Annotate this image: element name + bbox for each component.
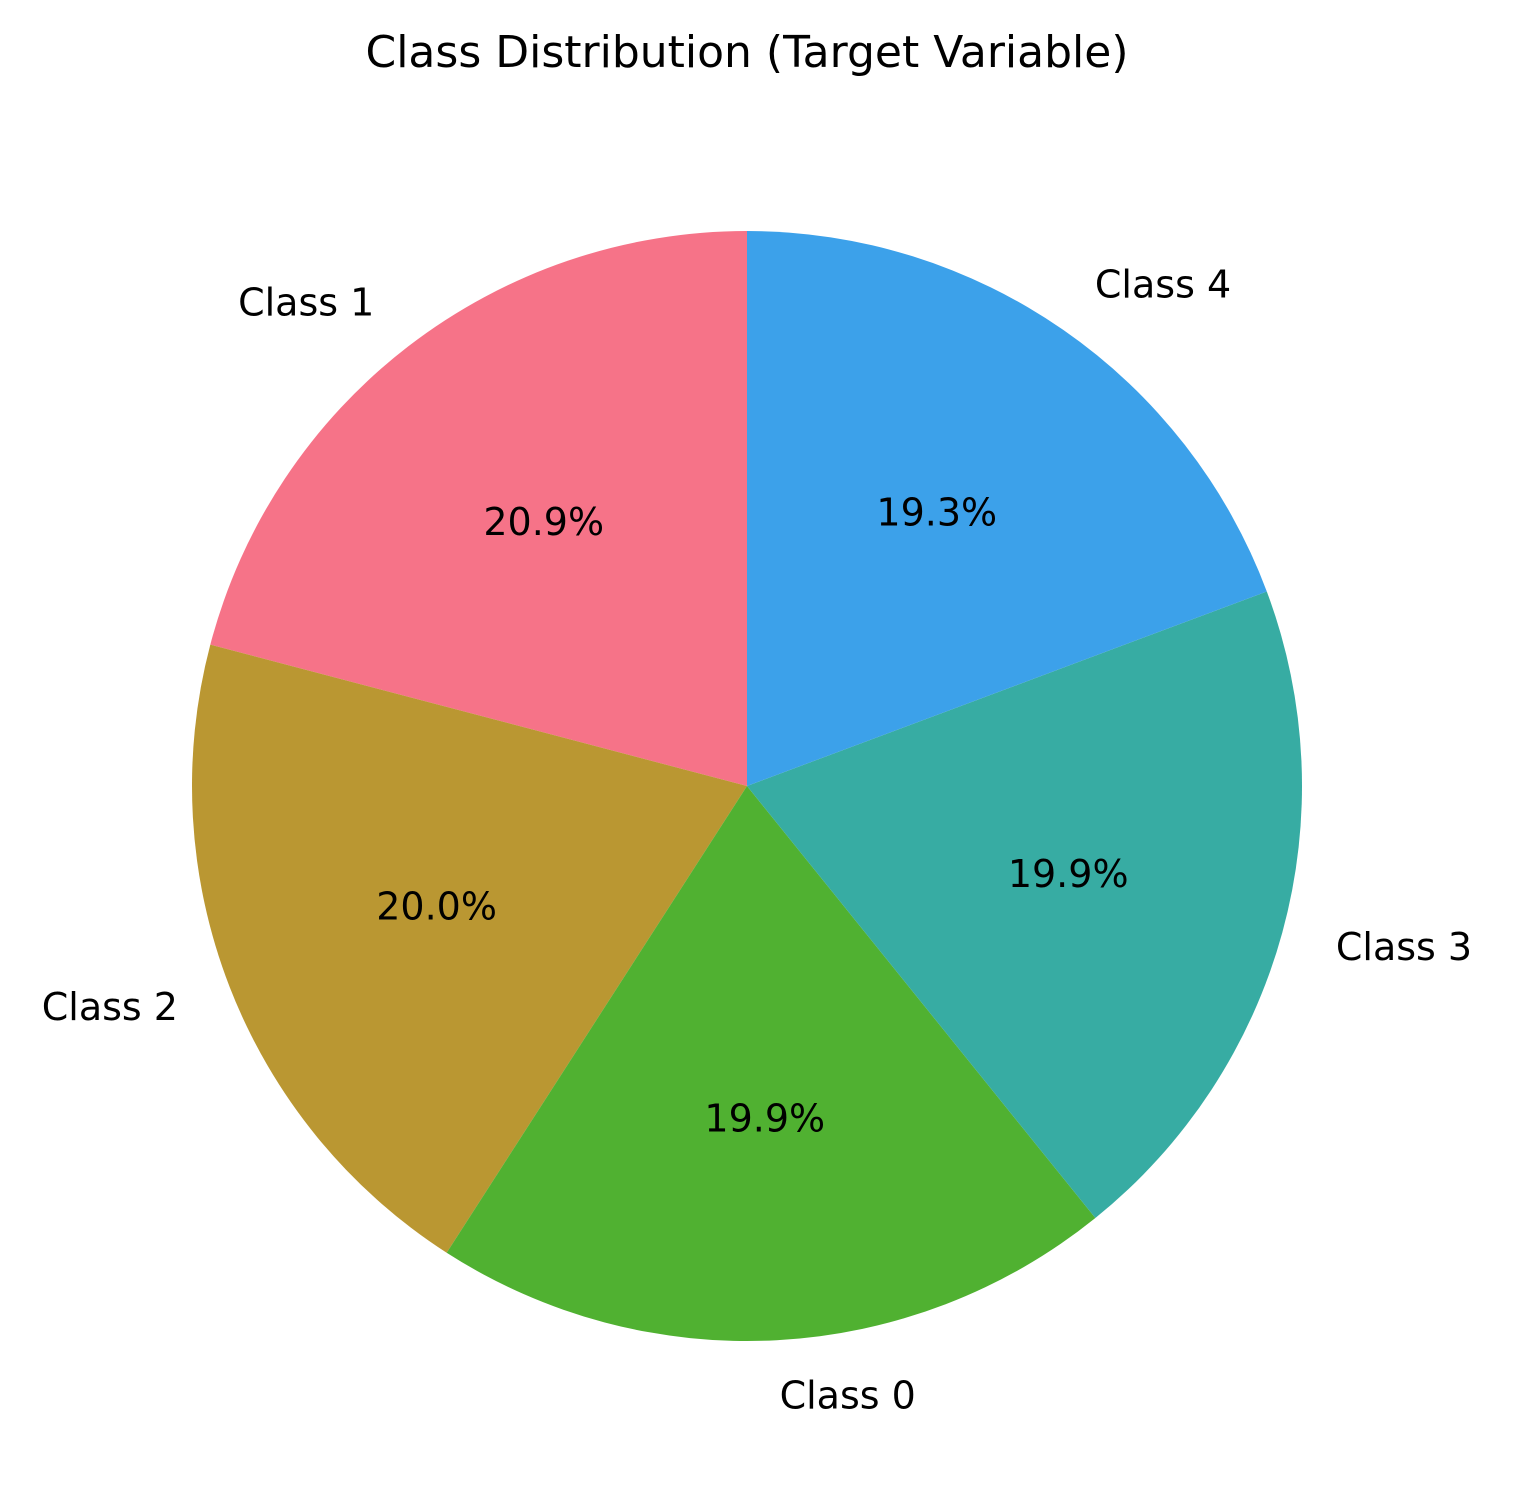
- slice-label-class-1: Class 1: [238, 280, 374, 324]
- pie-slice-class-3: [747, 591, 1302, 1219]
- slice-label-class-4: Class 4: [1095, 262, 1231, 306]
- pie-slice-class-1: [210, 231, 747, 786]
- slice-label-class-3: Class 3: [1336, 925, 1472, 969]
- pie-slice-class-0: [446, 786, 1096, 1341]
- slice-percent-class-2: 20.0%: [376, 885, 497, 929]
- pie-labels: Class 1 20.9% Class 2 20.0% Class 0 19.9% Clas…: [42, 262, 1472, 1417]
- slice-percent-class-4: 19.3%: [876, 490, 997, 534]
- slice-label-class-2: Class 2: [42, 985, 178, 1029]
- slice-percent-class-3: 19.9%: [1008, 852, 1129, 896]
- slice-label-class-0: Class 0: [780, 1374, 916, 1418]
- chart-title: Class Distribution (Target Variable): [365, 27, 1128, 78]
- slice-percent-class-0: 19.9%: [704, 1097, 825, 1141]
- pie-slice-class-4: [747, 231, 1267, 786]
- pie-slice-class-2: [192, 644, 747, 1253]
- pie-slices: [192, 231, 1302, 1341]
- slice-percent-class-1: 20.9%: [483, 500, 604, 544]
